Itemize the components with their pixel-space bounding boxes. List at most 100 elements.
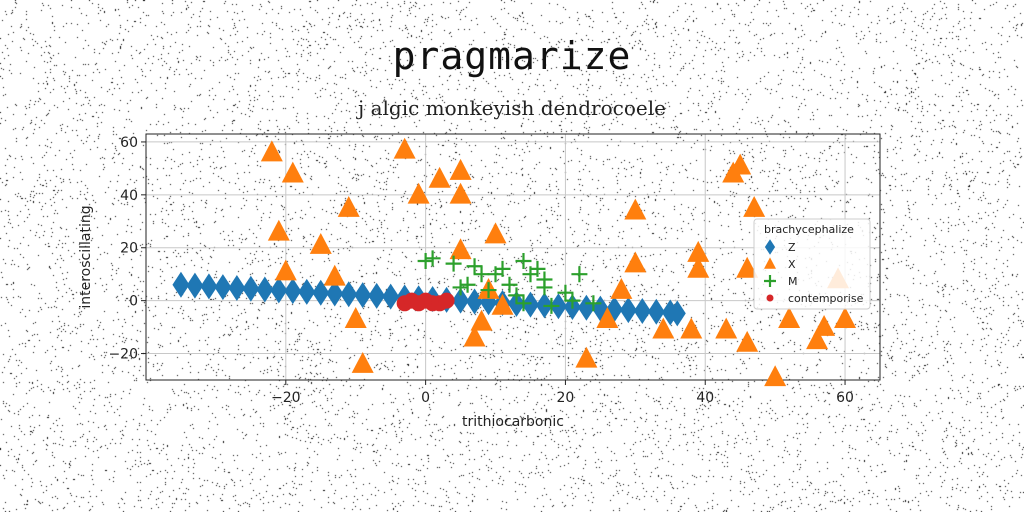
legend-label-z: Z bbox=[788, 241, 796, 254]
series-contemporise bbox=[396, 292, 455, 312]
x-tick-label: −20 bbox=[271, 390, 301, 406]
chart-subtitle: j algic monkeyish dendrocoele bbox=[358, 96, 666, 120]
point-x bbox=[624, 198, 647, 220]
point-x bbox=[834, 307, 857, 328]
point-m bbox=[529, 260, 546, 277]
point-x bbox=[344, 307, 367, 328]
point-m bbox=[571, 266, 588, 283]
plot-frame bbox=[145, 133, 881, 381]
point-m bbox=[564, 292, 581, 309]
point-z bbox=[242, 275, 260, 302]
point-x bbox=[715, 317, 738, 339]
point-x bbox=[778, 307, 801, 328]
point-z bbox=[284, 278, 302, 305]
point-z bbox=[256, 276, 274, 303]
point-z bbox=[368, 282, 386, 309]
y-axis-label: interoscillating bbox=[78, 205, 94, 308]
point-z bbox=[270, 277, 288, 304]
point-x bbox=[309, 232, 332, 254]
x-axis-label: trithiocarbonic bbox=[462, 414, 564, 430]
point-z bbox=[200, 273, 218, 300]
point-z bbox=[577, 294, 595, 321]
point-z bbox=[186, 272, 204, 299]
point-x bbox=[267, 219, 290, 241]
point-m bbox=[557, 284, 574, 301]
point-z bbox=[466, 288, 484, 315]
point-x bbox=[687, 256, 710, 278]
point-x bbox=[484, 222, 507, 244]
point-x bbox=[624, 251, 647, 273]
point-x bbox=[407, 182, 430, 204]
point-x bbox=[449, 238, 472, 260]
point-m bbox=[515, 252, 532, 269]
point-x bbox=[449, 158, 472, 180]
point-m bbox=[508, 287, 525, 304]
point-z bbox=[633, 297, 651, 324]
point-x bbox=[736, 256, 759, 278]
y-tick-label: 0 bbox=[129, 294, 138, 310]
legend-label-contemporise: contemporise bbox=[788, 292, 864, 305]
point-z bbox=[312, 279, 330, 306]
point-m bbox=[417, 252, 434, 269]
point-x bbox=[813, 314, 836, 336]
x-axis: −20 0 20 40 60 bbox=[271, 380, 854, 406]
legend-label-m: M bbox=[788, 275, 798, 288]
point-x bbox=[491, 293, 514, 315]
legend-marker-z bbox=[764, 239, 776, 255]
point-z bbox=[668, 300, 686, 327]
point-x bbox=[323, 264, 346, 286]
point-z bbox=[172, 271, 190, 298]
point-x bbox=[575, 346, 598, 368]
point-x bbox=[393, 137, 416, 159]
point-x bbox=[463, 325, 486, 347]
point-x bbox=[764, 365, 787, 387]
point-m bbox=[452, 279, 469, 296]
point-z bbox=[214, 274, 232, 301]
legend-title: brachycephalize bbox=[764, 223, 854, 236]
x-tick-label: 0 bbox=[421, 390, 430, 406]
x-tick-label: 20 bbox=[557, 390, 575, 406]
legend-box bbox=[753, 218, 871, 310]
legend-marker-contemporise bbox=[766, 294, 774, 302]
point-z bbox=[382, 283, 400, 310]
point-z bbox=[452, 287, 470, 314]
point-z bbox=[647, 298, 665, 325]
point-m bbox=[473, 266, 490, 283]
point-z bbox=[228, 274, 246, 301]
point-m bbox=[466, 258, 483, 275]
point-z bbox=[619, 297, 637, 324]
point-m bbox=[445, 255, 462, 272]
point-contemporise bbox=[438, 292, 455, 309]
point-x bbox=[260, 140, 283, 162]
point-x bbox=[806, 328, 829, 350]
point-x bbox=[610, 277, 633, 299]
point-x bbox=[274, 259, 297, 281]
x-tick-label: 60 bbox=[836, 390, 854, 406]
point-z bbox=[326, 280, 344, 307]
y-tick-label: 60 bbox=[120, 135, 138, 151]
y-axis: −20 0 20 40 60 bbox=[108, 135, 146, 363]
point-x bbox=[337, 195, 360, 217]
point-z bbox=[354, 282, 372, 309]
point-x bbox=[652, 317, 675, 339]
point-x bbox=[470, 309, 493, 331]
point-x bbox=[736, 330, 759, 352]
series-m bbox=[417, 250, 602, 314]
chart-title: pragmarize bbox=[392, 34, 632, 78]
point-x bbox=[743, 195, 766, 217]
point-z bbox=[340, 281, 358, 308]
point-m bbox=[424, 250, 441, 267]
point-z bbox=[298, 278, 316, 305]
point-m bbox=[459, 276, 476, 293]
point-m bbox=[543, 297, 560, 314]
y-tick-label: −20 bbox=[108, 347, 138, 363]
point-x bbox=[449, 182, 472, 204]
point-x bbox=[596, 307, 619, 328]
point-x bbox=[687, 240, 710, 262]
legend-marker-x bbox=[764, 257, 776, 269]
y-tick-label: 40 bbox=[120, 188, 138, 204]
x-tick-label: 40 bbox=[696, 390, 714, 406]
y-tick-label: 20 bbox=[120, 241, 138, 257]
